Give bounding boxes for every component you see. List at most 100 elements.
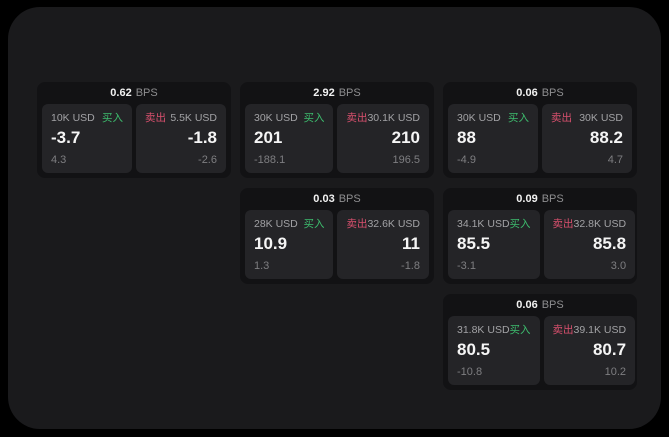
quote-panels: 34.1K USD 买入 85.5 -3.1 卖出 32.8K USD 85.8… [448,210,636,279]
bps-header: 0.03 BPS [240,188,434,210]
buy-delta: -3.1 [457,260,476,272]
buy-delta: -10.8 [457,366,483,378]
sell-panel-header: 卖出 32.6K USD [346,218,420,231]
sell-amount: 30K USD [579,112,623,124]
buy-label: 买入 [509,218,531,230]
buy-panel-header: 10K USD 买入 [51,112,123,125]
buy-delta: -4.9 [457,154,476,166]
buy-delta: 4.3 [51,154,67,166]
buy-label: 买入 [508,112,529,124]
buy-amount: 30K USD [254,112,298,124]
buy-label: 买入 [303,218,325,230]
sell-panel-header: 卖出 32.8K USD [553,218,627,231]
quote-card: 0.03 BPS 28K USD 买入 10.9 1.3 卖出 32.6K US… [240,188,434,284]
sell-label: 卖出 [346,218,368,230]
sell-label: 卖出 [145,112,166,124]
bps-unit: BPS [135,87,158,99]
quote-panels: 10K USD 买入 -3.7 4.3 卖出 5.5K USD -1.8 -2.… [42,104,226,173]
sell-panel-header: 卖出 39.1K USD [553,324,627,337]
buy-delta: 1.3 [254,260,270,272]
bps-value: 0.62 [110,87,132,99]
sell-price: 80.7 [592,340,627,359]
app-window: 0.62 BPS 10K USD 买入 -3.7 4.3 卖出 5.5K USD [8,7,661,429]
sell-panel[interactable]: 卖出 30.1K USD 210 196.5 [337,104,429,173]
sell-panel-header: 卖出 5.5K USD [145,112,217,125]
sell-price: -1.8 [187,128,217,147]
buy-price: 88 [457,128,476,147]
sell-panel[interactable]: 卖出 30K USD 88.2 4.7 [542,104,632,173]
sell-price: 11 [402,234,420,253]
sell-delta: 3.0 [610,260,627,272]
buy-price: 10.9 [254,234,288,253]
buy-panel[interactable]: 31.8K USD 买入 80.5 -10.8 [448,316,540,385]
buy-panel[interactable]: 34.1K USD 买入 85.5 -3.1 [448,210,540,279]
sell-amount: 30.1K USD [367,112,420,124]
sell-amount: 32.8K USD [573,218,627,230]
quote-panels: 31.8K USD 买入 80.5 -10.8 卖出 39.1K USD 80.… [448,316,636,385]
quote-card: 2.92 BPS 30K USD 买入 201 -188.1 卖出 30.1K … [240,82,434,178]
bps-unit: BPS [541,193,564,205]
bps-header: 0.62 BPS [37,82,231,104]
sell-panel[interactable]: 卖出 32.8K USD 85.8 3.0 [543,210,636,279]
bps-unit: BPS [338,87,361,99]
quote-panels: 28K USD 买入 10.9 1.3 卖出 32.6K USD 11 -1.8 [245,210,429,279]
bps-value: 0.03 [313,193,335,205]
bps-value: 0.06 [516,87,538,99]
buy-panel[interactable]: 30K USD 买入 201 -188.1 [245,104,334,173]
sell-amount: 39.1K USD [573,324,627,336]
quote-card: 0.06 BPS 30K USD 买入 88 -4.9 卖出 30K USD [443,82,637,178]
sell-panel[interactable]: 卖出 39.1K USD 80.7 10.2 [543,316,636,385]
sell-amount: 32.6K USD [367,218,420,230]
buy-panel[interactable]: 28K USD 买入 10.9 1.3 [245,210,334,279]
buy-amount: 10K USD [51,112,95,124]
sell-label: 卖出 [552,324,574,336]
sell-delta: -1.8 [401,260,420,272]
quote-panels: 30K USD 买入 201 -188.1 卖出 30.1K USD 210 1… [245,104,429,173]
sell-delta: 4.7 [607,154,623,166]
buy-amount: 30K USD [457,112,501,124]
buy-price: -3.7 [51,128,81,147]
buy-panel[interactable]: 10K USD 买入 -3.7 4.3 [42,104,132,173]
bps-header: 0.09 BPS [443,188,637,210]
quote-card: 0.62 BPS 10K USD 买入 -3.7 4.3 卖出 5.5K USD [37,82,231,178]
buy-panel-header: 31.8K USD 买入 [457,324,531,337]
sell-delta: 196.5 [392,154,420,166]
sell-delta: 10.2 [604,366,627,378]
quote-card: 0.09 BPS 34.1K USD 买入 85.5 -3.1 卖出 32.8K… [443,188,637,284]
sell-price: 85.8 [592,234,627,253]
sell-panel-header: 卖出 30K USD [551,112,623,125]
quote-panels: 30K USD 买入 88 -4.9 卖出 30K USD 88.2 4.7 [448,104,632,173]
sell-price: 88.2 [589,128,623,147]
buy-panel-header: 34.1K USD 买入 [457,218,531,231]
buy-panel-header: 30K USD 买入 [254,112,324,125]
buy-delta: -188.1 [254,154,286,166]
buy-amount: 31.8K USD [457,324,510,336]
bps-value: 2.92 [313,87,335,99]
buy-price: 85.5 [457,234,491,253]
sell-label: 卖出 [552,218,574,230]
sell-price: 210 [391,128,420,147]
sell-panel[interactable]: 卖出 5.5K USD -1.8 -2.6 [136,104,226,173]
sell-panel-header: 卖出 30.1K USD [346,112,420,125]
sell-amount: 5.5K USD [170,112,217,124]
bps-value: 0.09 [516,193,538,205]
buy-price: 201 [254,128,283,147]
quote-cards-grid: 0.62 BPS 10K USD 买入 -3.7 4.3 卖出 5.5K USD [37,82,637,390]
buy-label: 买入 [303,112,325,124]
bps-value: 0.06 [516,299,538,311]
sell-label: 卖出 [346,112,368,124]
buy-label: 买入 [509,324,531,336]
buy-label: 买入 [102,112,123,124]
sell-label: 卖出 [551,112,572,124]
bps-header: 2.92 BPS [240,82,434,104]
buy-amount: 34.1K USD [457,218,510,230]
buy-amount: 28K USD [254,218,298,230]
buy-price: 80.5 [457,340,491,359]
buy-panel[interactable]: 30K USD 买入 88 -4.9 [448,104,538,173]
sell-panel[interactable]: 卖出 32.6K USD 11 -1.8 [337,210,429,279]
buy-panel-header: 30K USD 买入 [457,112,529,125]
bps-unit: BPS [541,299,564,311]
bps-unit: BPS [541,87,564,99]
bps-unit: BPS [338,193,361,205]
buy-panel-header: 28K USD 买入 [254,218,324,231]
